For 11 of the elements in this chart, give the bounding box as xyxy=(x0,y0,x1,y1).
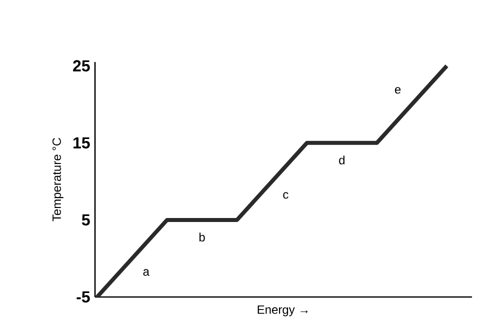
x-axis-title: Energy → xyxy=(258,306,308,316)
annotation: d xyxy=(339,156,344,164)
y-axis-title: Temperature °C xyxy=(52,138,64,222)
annotation: b xyxy=(199,232,205,242)
y-tick-label: 25 xyxy=(73,60,90,72)
annotation: c xyxy=(283,192,288,199)
y-tick-label: -5 xyxy=(76,291,90,303)
annotation: e xyxy=(394,87,401,94)
y-tick-label: 15 xyxy=(74,137,90,148)
y-tick-label: 5 xyxy=(82,214,90,226)
annotation: a xyxy=(143,269,150,276)
